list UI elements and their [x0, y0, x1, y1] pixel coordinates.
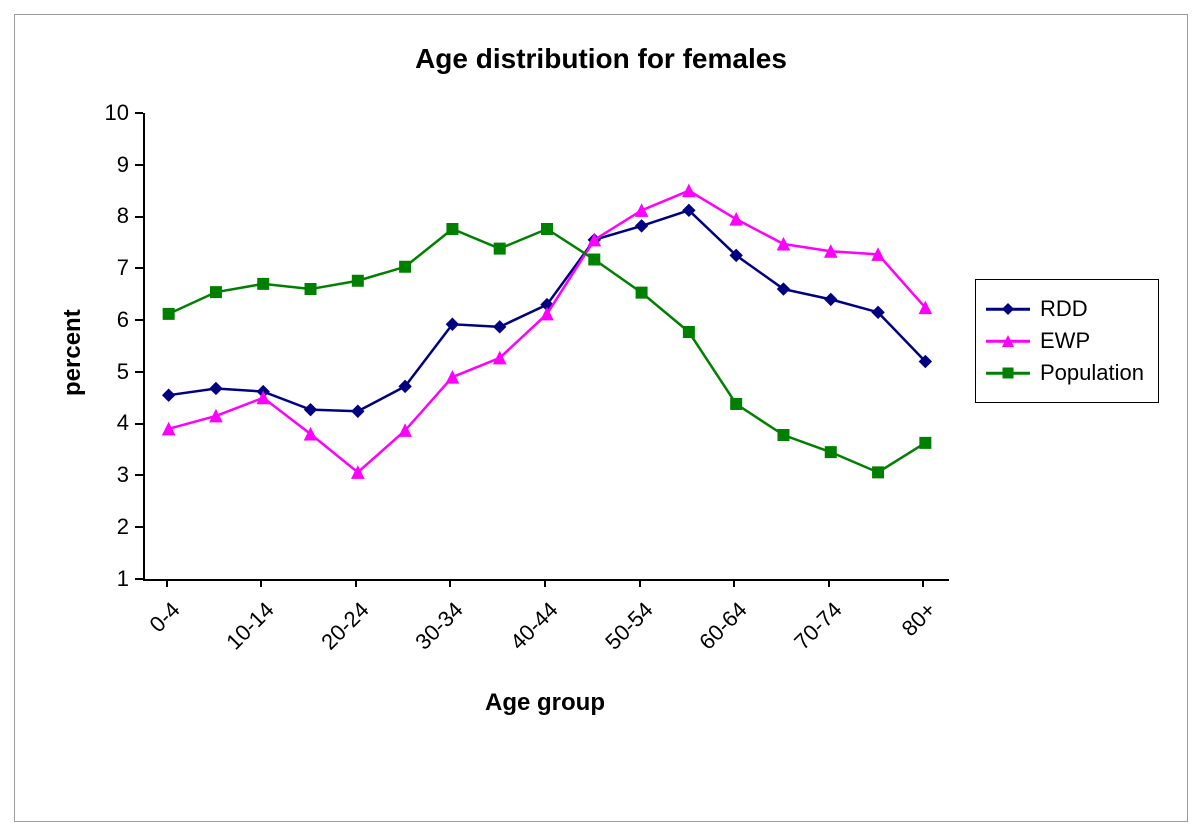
y-tick-label: 2	[91, 514, 129, 540]
series-marker-rdd	[494, 321, 506, 333]
y-tick-label: 6	[91, 307, 129, 333]
x-tick	[449, 579, 451, 587]
x-tick-label: 20-24	[299, 597, 374, 672]
chart-svg	[145, 113, 949, 579]
x-axis-label: Age group	[143, 689, 947, 717]
series-marker-population	[305, 284, 316, 295]
y-tick-label: 4	[91, 410, 129, 436]
legend-item-ewp: EWP	[986, 328, 1144, 354]
x-tick-label: 60-64	[678, 597, 753, 672]
series-marker-population	[825, 447, 836, 458]
y-tick	[135, 216, 143, 218]
series-marker-ewp	[636, 204, 648, 216]
series-marker-population	[731, 398, 742, 409]
square-icon	[1000, 365, 1016, 381]
series-marker-population	[352, 275, 363, 286]
chart-title: Age distribution for females	[15, 43, 1187, 75]
series-marker-population	[778, 430, 789, 441]
series-marker-ewp	[730, 213, 742, 225]
y-tick-label: 3	[91, 462, 129, 488]
chart-frame: Age distribution for females percent Age…	[14, 14, 1188, 822]
legend-swatch	[986, 301, 1030, 317]
series-marker-population	[542, 223, 553, 234]
diamond-icon	[1000, 301, 1016, 317]
legend-swatch	[986, 365, 1030, 381]
y-tick	[135, 267, 143, 269]
x-tick-label: 80+	[867, 597, 942, 672]
series-marker-population	[163, 308, 174, 319]
series-marker-rdd	[305, 404, 317, 416]
y-tick	[135, 319, 143, 321]
y-tick-label: 10	[91, 100, 129, 126]
x-tick-label: 10-14	[205, 597, 280, 672]
legend: RDD EWP Population	[975, 279, 1159, 403]
plot-area	[143, 113, 949, 581]
series-marker-population	[873, 467, 884, 478]
y-tick-label: 7	[91, 255, 129, 281]
x-tick	[544, 579, 546, 587]
series-marker-ewp	[541, 308, 553, 320]
x-tick	[733, 579, 735, 587]
x-tick-label: 30-34	[394, 597, 469, 672]
series-marker-rdd	[636, 220, 648, 232]
legend-label: Population	[1040, 360, 1144, 386]
legend-label: EWP	[1040, 328, 1090, 354]
legend-label: RDD	[1040, 296, 1088, 322]
x-tick-label: 40-44	[488, 597, 563, 672]
y-axis-label: percent	[59, 309, 87, 396]
series-marker-population	[589, 254, 600, 265]
y-tick	[135, 112, 143, 114]
series-line-population	[169, 229, 926, 472]
series-marker-ewp	[446, 371, 458, 383]
series-marker-rdd	[163, 389, 175, 401]
series-marker-rdd	[352, 405, 364, 417]
series-marker-population	[683, 327, 694, 338]
x-tick	[639, 579, 641, 587]
x-tick	[260, 579, 262, 587]
x-tick	[355, 579, 357, 587]
y-tick	[135, 371, 143, 373]
y-tick-label: 1	[91, 566, 129, 592]
series-marker-population	[447, 223, 458, 234]
y-tick-label: 5	[91, 359, 129, 385]
series-marker-ewp	[683, 185, 695, 197]
y-tick	[135, 526, 143, 528]
y-tick	[135, 578, 143, 580]
series-marker-rdd	[825, 293, 837, 305]
series-marker-population	[400, 261, 411, 272]
triangle-icon	[1000, 333, 1016, 349]
y-tick-label: 9	[91, 152, 129, 178]
series-marker-population	[920, 437, 931, 448]
y-tick	[135, 164, 143, 166]
x-tick-label: 70-74	[772, 597, 847, 672]
series-marker-population	[636, 287, 647, 298]
series-marker-rdd	[210, 382, 222, 394]
legend-item-rdd: RDD	[986, 296, 1144, 322]
series-marker-population	[494, 243, 505, 254]
y-tick	[135, 423, 143, 425]
x-tick	[166, 579, 168, 587]
x-tick	[922, 579, 924, 587]
y-tick	[135, 474, 143, 476]
y-tick-label: 8	[91, 203, 129, 229]
x-tick-label: 50-54	[583, 597, 658, 672]
x-tick-label: 0-4	[110, 597, 185, 672]
series-marker-population	[210, 287, 221, 298]
x-tick	[828, 579, 830, 587]
legend-swatch	[986, 333, 1030, 349]
series-marker-population	[258, 278, 269, 289]
legend-item-population: Population	[986, 360, 1144, 386]
